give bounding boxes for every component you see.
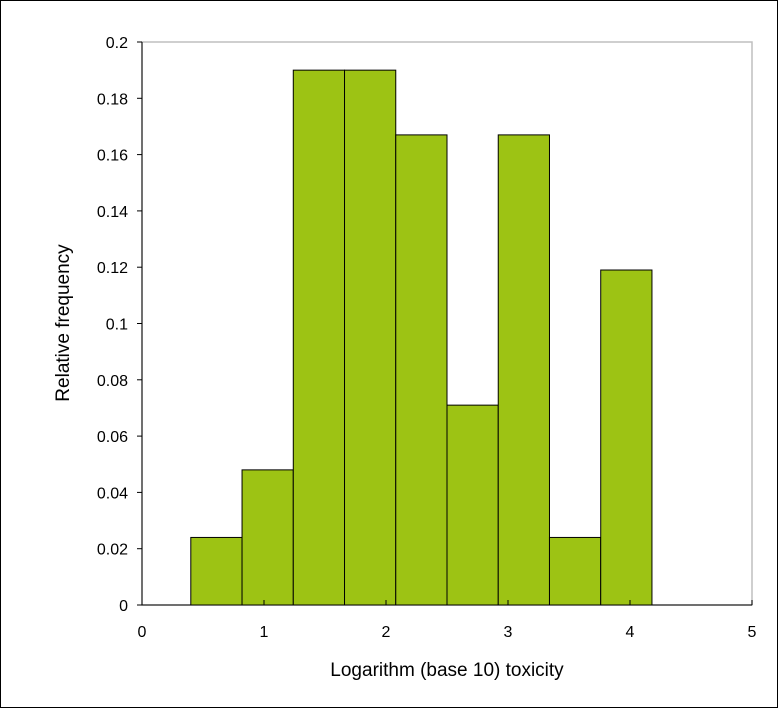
y-axis-title: Relative frequency [53,244,74,402]
bars-group [190,69,653,606]
x-tick-label: 1 [260,624,269,641]
y-tick-label: 0.06 [97,429,128,446]
histogram-bar-3 [292,69,346,606]
histogram-bar-1 [190,536,243,606]
histogram-bar-4 [344,69,397,606]
y-tick-label: 0 [119,598,128,615]
y-tick-label: 0.12 [97,260,128,277]
histogram-bar-2 [241,469,294,606]
histogram-bar-6 [446,404,499,606]
histogram-bar-9 [600,269,653,606]
y-tick-label: 0.1 [106,317,128,334]
y-axis: 0 0.02 0.04 0.06 0.08 0.1 0.12 0.14 0.16 0.18 0.2 [97,35,143,615]
y-tick-label: 0.04 [97,485,128,502]
y-tick-label: 0.08 [97,373,128,390]
y-tick-label: 0.14 [97,204,128,221]
x-axis: 0 1 2 3 4 5 [138,600,757,641]
x-tick-label: 5 [748,624,757,641]
y-tick-label: 0.2 [106,35,128,52]
x-axis-title: Logarithm (base 10) toxicity [330,660,564,681]
histogram-bar-5 [395,134,448,606]
x-tick-label: 4 [626,624,635,641]
histogram-bar-7 [497,134,550,606]
histogram-bar-8 [548,536,602,606]
x-tick-label: 2 [382,624,391,641]
y-tick-label: 0.02 [97,542,128,559]
y-tick-label: 0.16 [97,148,128,165]
y-tick-label: 0.18 [97,91,128,108]
x-tick-label: 0 [138,624,147,641]
x-tick-label: 3 [504,624,513,641]
